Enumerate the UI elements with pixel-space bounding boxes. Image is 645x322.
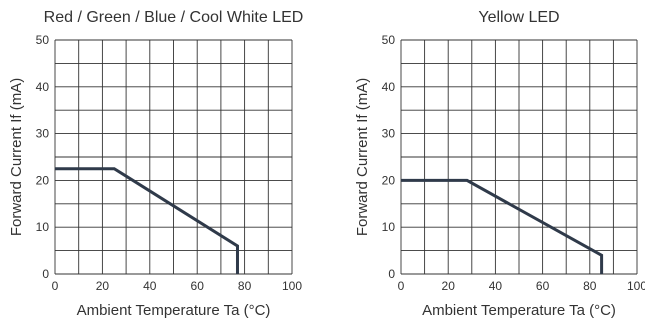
x-axis-label: Ambient Temperature Ta (°C) [422,302,616,319]
y-tick-label: 40 [382,80,396,94]
x-tick-label: 80 [238,279,252,293]
chart-title: Yellow LED [478,9,559,26]
x-tick-label: 40 [489,279,503,293]
x-tick-label: 20 [442,279,456,293]
x-tick-label: 40 [143,279,157,293]
y-tick-label: 20 [36,173,50,187]
y-tick-label: 50 [382,33,396,47]
y-tick-label: 0 [388,267,395,281]
x-tick-label: 80 [583,279,597,293]
x-tick-label: 100 [282,279,302,293]
derating-curve-line [55,167,239,274]
x-tick-label: 60 [191,279,205,293]
derating-curve-line [401,178,604,274]
y-tick-label: 20 [382,173,396,187]
x-tick-label: 60 [536,279,550,293]
y-tick-label: 50 [36,33,50,47]
y-tick-label: 10 [36,220,50,234]
x-axis-label: Ambient Temperature Ta (°C) [77,302,271,319]
y-tick-label: 30 [382,127,396,141]
y-tick-label: 10 [382,220,396,234]
y-axis-label: Forward Current If (mA) [354,78,371,236]
x-tick-label: 100 [627,279,645,293]
chart-title: Red / Green / Blue / Cool White LED [44,9,304,26]
y-axis-label: Forward Current If (mA) [8,78,25,236]
x-tick-label: 0 [52,279,59,293]
y-tick-label: 30 [36,127,50,141]
y-tick-label: 40 [36,80,50,94]
x-tick-label: 0 [398,279,405,293]
x-tick-label: 20 [96,279,110,293]
y-tick-label: 0 [42,267,49,281]
